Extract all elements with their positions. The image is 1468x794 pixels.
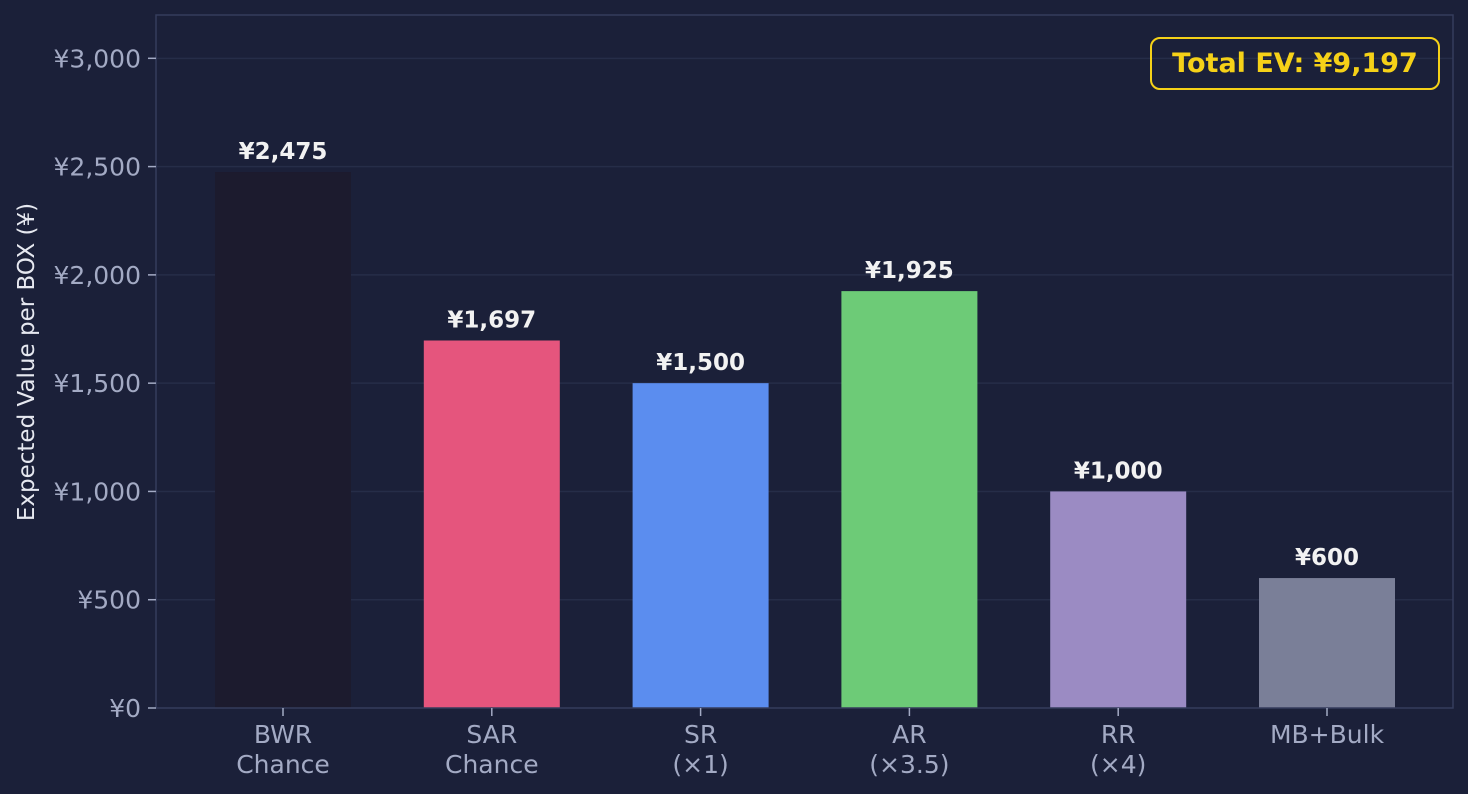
bar <box>1050 491 1187 708</box>
total-ev-annotation: Total EV: ¥9,197 <box>1150 37 1440 90</box>
bar <box>841 291 978 708</box>
x-tick-label: SAR Chance <box>445 720 539 779</box>
total-ev-text: Total EV: ¥9,197 <box>1172 48 1418 79</box>
bar <box>215 172 351 708</box>
x-tick-label-line: SAR <box>466 720 517 749</box>
y-tick-label: ¥3,000 <box>54 44 141 73</box>
x-tick-label-line: (×3.5) <box>869 750 949 779</box>
y-tick-label: ¥2,500 <box>54 153 141 182</box>
bar-value-label: ¥1,500 <box>656 350 745 376</box>
y-tick-label: ¥500 <box>77 586 141 615</box>
plot-frame <box>155 14 1454 709</box>
y-axis-label: Expected Value per BOX (¥) <box>14 203 40 521</box>
axes <box>148 14 1454 716</box>
bars <box>215 172 1395 708</box>
bar-value-label: ¥2,475 <box>239 139 328 165</box>
bar-value-label: ¥600 <box>1295 545 1359 571</box>
x-tick-label: AR (×3.5) <box>869 720 949 779</box>
bar-value-label: ¥1,000 <box>1074 458 1163 484</box>
annotation-box <box>1150 37 1440 90</box>
y-tick-label: ¥1,000 <box>54 477 141 506</box>
x-tick-label-line: AR <box>892 720 926 749</box>
bar <box>632 383 769 708</box>
x-tick-label-line: SR <box>684 720 717 749</box>
x-tick-label: RR (×4) <box>1090 720 1146 779</box>
x-tick-label-line: (×1) <box>672 750 728 779</box>
x-tick-label-line: Chance <box>236 750 330 779</box>
x-tick-label-line: (×4) <box>1090 750 1146 779</box>
y-tick-label: ¥1,500 <box>54 369 141 398</box>
x-tick-label: MB+Bulk <box>1270 720 1385 749</box>
x-tick-label: SR (×1) <box>672 720 728 779</box>
y-tick-label: ¥2,000 <box>54 261 141 290</box>
y-tick-label: ¥0 <box>109 694 141 723</box>
labels: ¥0 ¥500 ¥1,000 ¥1,500 ¥2,000 ¥2,500 ¥3,000 ¥2,4… <box>54 44 1385 779</box>
bar-value-label: ¥1,697 <box>447 307 536 333</box>
x-tick-label: BWR Chance <box>236 720 330 779</box>
x-tick-label-line: RR <box>1101 720 1136 749</box>
bar-value-label: ¥1,925 <box>865 258 954 284</box>
x-tick-label-line: MB+Bulk <box>1270 720 1385 749</box>
x-tick-label-line: Chance <box>445 750 539 779</box>
bar <box>1259 578 1395 708</box>
bar <box>423 340 560 708</box>
grid-lines <box>156 57 1453 601</box>
x-tick-label-line: BWR <box>254 720 312 749</box>
